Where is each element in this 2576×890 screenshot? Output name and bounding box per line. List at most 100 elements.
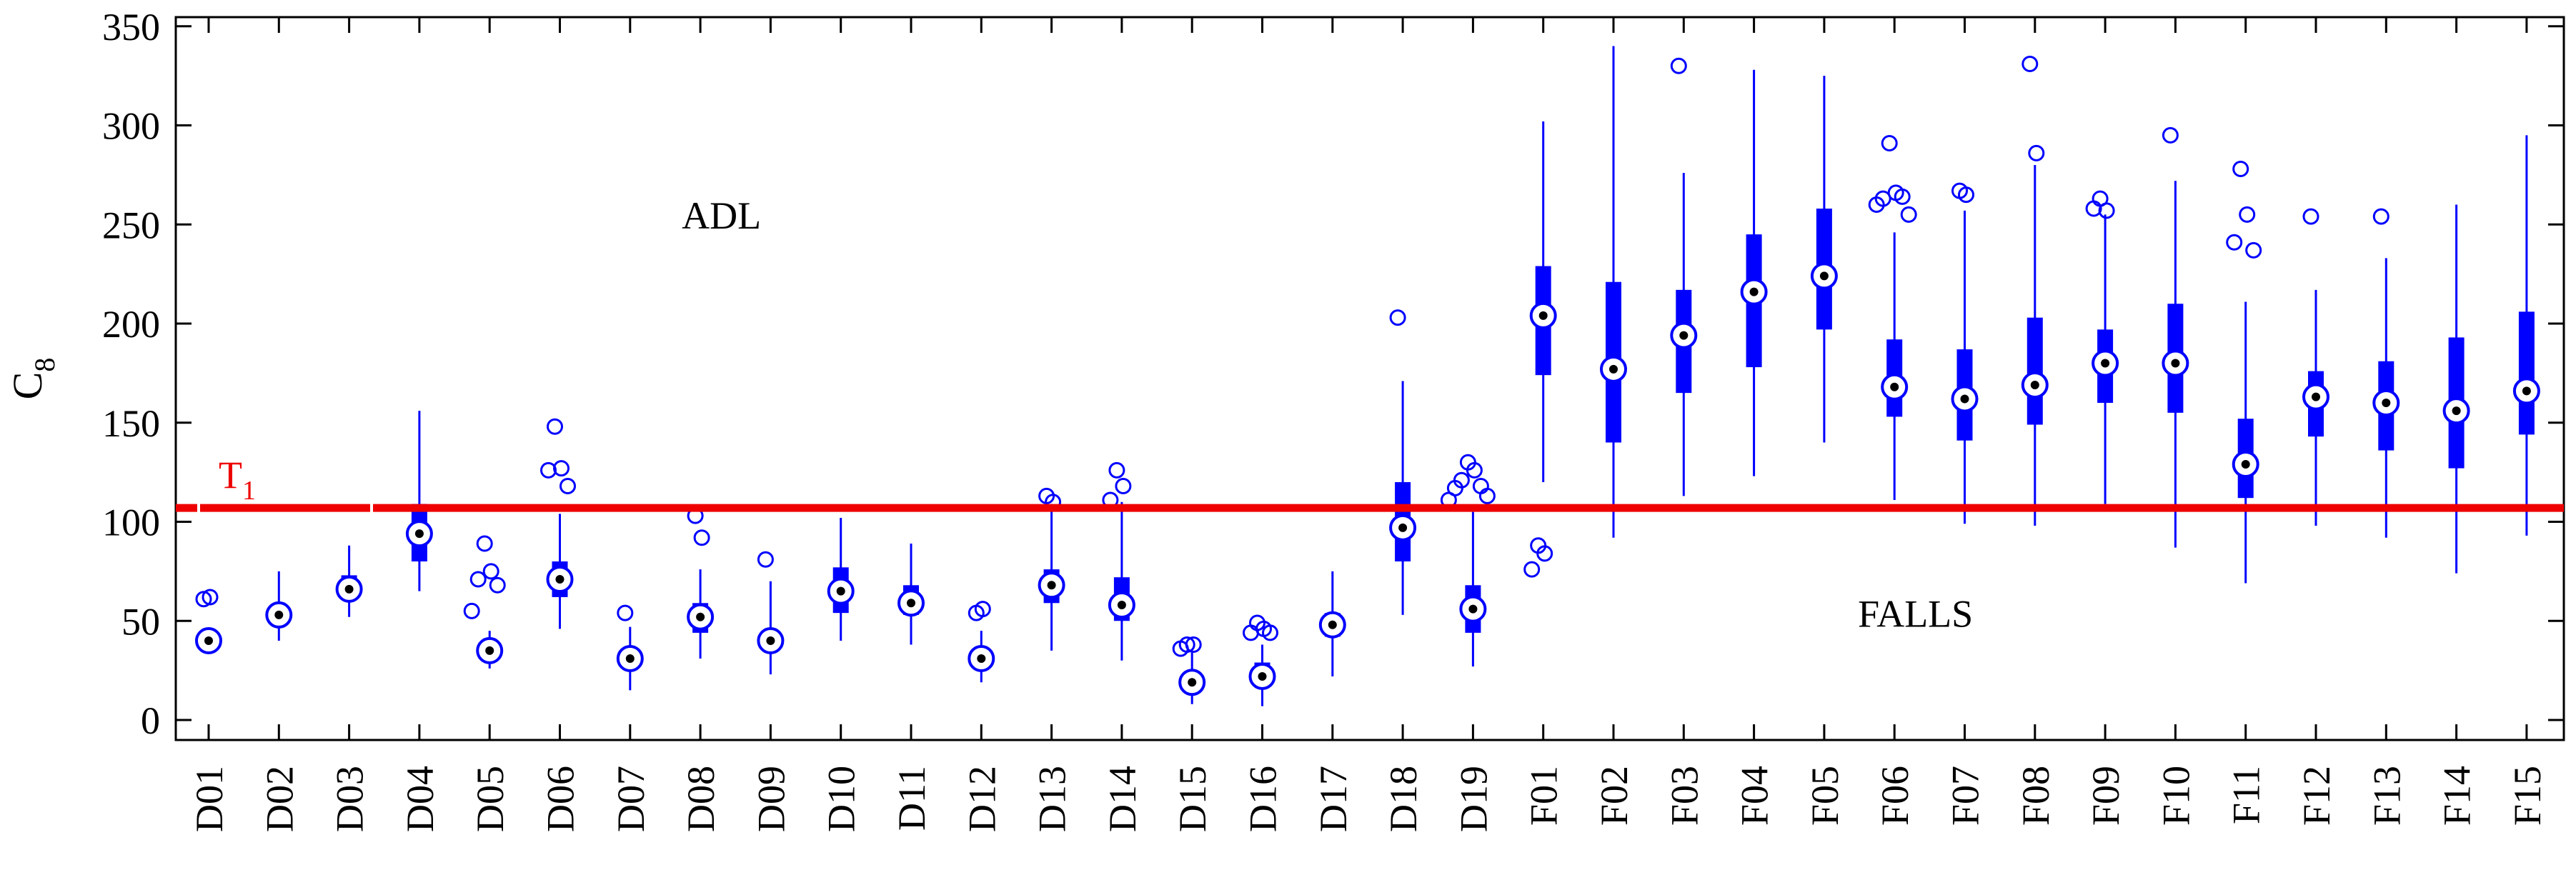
x-tick-label: F07: [1944, 766, 1987, 826]
median-dot: [2452, 406, 2461, 416]
outlier: [1894, 188, 1911, 205]
outlier: [2232, 161, 2249, 178]
median-dot: [1749, 287, 1759, 296]
outlier: [1670, 57, 1687, 74]
tick-labels: 0 50 100 150 200 250 300 350 D01 D02 D03 D04 D05 D06 D…: [102, 6, 2549, 832]
outlier: [757, 551, 774, 568]
outlier: [202, 589, 219, 606]
x-tick-label: F14: [2436, 766, 2479, 826]
y-tick-label: 350: [102, 6, 160, 49]
box: [2518, 311, 2535, 435]
outlier: [489, 576, 506, 594]
outlier: [1262, 624, 1278, 641]
median-dot: [1960, 394, 1969, 404]
outlier: [2302, 208, 2319, 225]
x-tick-label: F09: [2084, 766, 2127, 826]
x-tick-label: D14: [1101, 766, 1144, 832]
y-tick-label: 0: [141, 699, 160, 742]
median-dot: [907, 599, 915, 608]
median-dot: [2522, 386, 2531, 396]
x-tick-label: F02: [1593, 766, 1636, 826]
outlier: [2245, 241, 2262, 259]
x-tick-label: D13: [1031, 766, 1074, 832]
outlier: [1172, 640, 1189, 657]
outlier: [2021, 55, 2039, 72]
median-dot: [1468, 604, 1478, 614]
x-tick-label: D12: [960, 766, 1003, 832]
median-dot: [1819, 271, 1829, 281]
x-tick-label: F05: [1804, 766, 1846, 826]
median-dot: [2241, 460, 2250, 469]
median-dot: [1328, 620, 1337, 629]
median-dot: [2030, 381, 2039, 390]
annotation-label: FALLS: [1858, 593, 1973, 636]
median-dot: [696, 612, 705, 621]
outlier: [469, 571, 487, 588]
median-dot: [1538, 311, 1548, 320]
x-tick-label: D09: [750, 766, 792, 832]
x-tick-label: F13: [2365, 766, 2408, 826]
outlier: [2372, 208, 2389, 225]
median-dot: [2171, 359, 2180, 368]
x-tick-label: F10: [2154, 766, 2197, 826]
outlier: [1868, 196, 1885, 213]
median-dot: [1398, 523, 1408, 532]
x-tick-label: D02: [258, 766, 301, 832]
threshold-label-main: T: [219, 454, 242, 496]
x-tick-label: F06: [1874, 766, 1916, 826]
x-tick-label: F11: [2225, 766, 2268, 824]
median-dot: [1609, 364, 1618, 374]
outlier: [1108, 461, 1125, 479]
median-dot: [2382, 399, 2391, 407]
x-tick-label: D05: [469, 766, 512, 832]
box-series: [195, 46, 2540, 706]
y-tick-label: 50: [121, 600, 160, 643]
outlier: [560, 478, 576, 495]
x-tick-label: D08: [680, 766, 722, 832]
outlier: [476, 535, 493, 552]
outlier: [482, 563, 499, 580]
x-tick-label: F01: [1523, 766, 1566, 826]
outlier: [1243, 624, 1259, 641]
median-dot: [625, 654, 635, 663]
outlier: [693, 529, 710, 546]
x-tick-label: D15: [1171, 766, 1214, 832]
annotation-label: ADL: [682, 194, 761, 237]
outlier: [1466, 461, 1483, 479]
outlier: [1958, 186, 1974, 204]
y-axis-label: C8: [4, 358, 61, 400]
y-tick-label: 300: [102, 105, 160, 148]
y-tick-label: 250: [102, 204, 160, 246]
x-tick-label: D19: [1452, 766, 1495, 832]
tick-marks: [176, 17, 2564, 740]
threshold-label-sub: 1: [242, 476, 256, 506]
x-tick-label: D11: [890, 766, 933, 831]
y-tick-label: 100: [102, 501, 160, 544]
x-tick-label: F12: [2295, 766, 2338, 826]
median-dot: [977, 654, 986, 663]
x-tick-label: D04: [399, 766, 442, 832]
median-dot: [1117, 601, 1126, 610]
outlier: [1115, 478, 1132, 495]
x-tick-label: D07: [610, 766, 652, 832]
x-tick-label: D18: [1382, 766, 1425, 832]
median-dot: [766, 636, 775, 645]
x-tick-label: D01: [188, 766, 231, 832]
x-tick-label: D17: [1312, 766, 1355, 832]
x-tick-label: D06: [539, 766, 582, 832]
outlier: [974, 601, 991, 618]
outlier: [553, 460, 570, 477]
outlier: [2098, 202, 2115, 219]
median-dot: [2312, 392, 2320, 401]
x-tick-label: F04: [1734, 766, 1776, 826]
median-dot: [1188, 678, 1197, 687]
outlier: [2085, 200, 2102, 217]
x-tick-label: D10: [820, 766, 863, 832]
median-dot: [414, 529, 424, 539]
plot-area: [174, 16, 2565, 741]
outlier: [2226, 234, 2243, 251]
median-dot: [1047, 581, 1056, 590]
median-dot: [1679, 331, 1689, 340]
outlier: [547, 418, 563, 435]
